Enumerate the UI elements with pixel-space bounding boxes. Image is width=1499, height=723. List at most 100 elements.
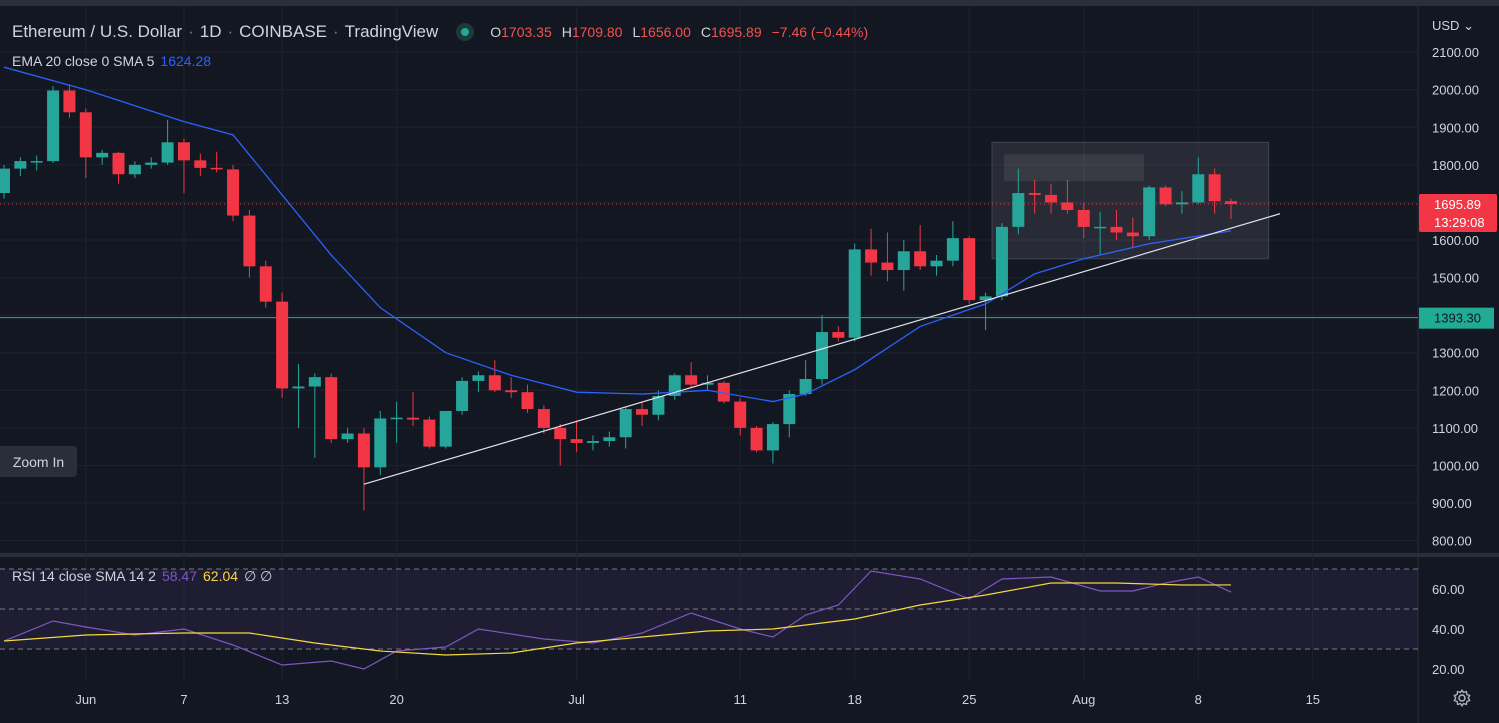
candle-body	[799, 379, 812, 395]
candle	[96, 149, 109, 165]
separator-dot: ·	[333, 22, 339, 41]
candle-body	[1175, 202, 1188, 205]
top-bar	[0, 0, 1499, 6]
candle	[423, 416, 436, 449]
time-tick-label: 18	[847, 692, 861, 707]
candle	[472, 371, 485, 393]
candle	[0, 164, 10, 199]
candle-body	[619, 409, 632, 438]
candle-body	[210, 167, 223, 170]
interval-label[interactable]: 1D	[199, 22, 222, 41]
candle-body	[930, 260, 943, 267]
candle-body	[881, 262, 894, 271]
candle	[881, 232, 894, 282]
time-tick-label: 7	[180, 692, 187, 707]
candle	[177, 138, 190, 194]
candle-body	[816, 332, 828, 380]
candle-body	[407, 417, 419, 420]
symbol-name[interactable]: Ethereum / U.S. Dollar	[12, 22, 183, 41]
candle-body	[717, 382, 730, 402]
rsi-legend[interactable]: RSI 14 close SMA 14 2 58.47 62.04 ∅ ∅	[12, 568, 272, 585]
currency-label: USD	[1432, 18, 1460, 33]
candle-body	[390, 417, 403, 420]
price-tick-label: 1000.00	[1432, 458, 1479, 473]
candle-body	[1126, 232, 1139, 237]
price-change: −7.46 (−0.44%)	[771, 24, 869, 40]
candle	[30, 155, 43, 171]
candle-body	[14, 161, 27, 169]
candle	[521, 384, 534, 413]
candle-body	[521, 392, 534, 410]
ema-value: 1624.28	[160, 53, 212, 69]
candle-body	[603, 437, 616, 442]
candle-body	[897, 251, 910, 271]
candle	[325, 373, 338, 443]
ema-legend[interactable]: EMA 20 close 0 SMA 5 1624.28	[12, 53, 211, 69]
candle-body	[259, 266, 272, 302]
ohlc-low-value: 1656.00	[640, 24, 691, 40]
candle-body	[79, 112, 92, 158]
candle-body	[685, 375, 698, 385]
candle-body	[832, 332, 845, 338]
candle-body	[554, 427, 567, 440]
candle	[554, 424, 567, 466]
candle	[734, 397, 747, 436]
candle	[1143, 185, 1156, 241]
ohlc-values: O1703.35 H1709.80 L1656.00 C1695.89 −7.4…	[490, 24, 868, 40]
candle	[259, 260, 272, 308]
price-tick-label: 800.00	[1432, 534, 1472, 549]
candle	[570, 420, 583, 453]
candle	[407, 392, 419, 426]
candle-body	[1028, 193, 1041, 195]
time-tick-label: 25	[962, 692, 976, 707]
range-box-label-area	[1003, 154, 1144, 182]
candle	[1225, 198, 1237, 219]
candle	[390, 401, 403, 443]
price-tick-label: 1800.00	[1432, 158, 1479, 173]
ema-label: EMA 20 close 0 SMA 5	[12, 53, 155, 69]
rsi-tick-label: 40.00	[1432, 622, 1465, 637]
time-tick-label: 13	[275, 692, 289, 707]
candle-body	[276, 301, 289, 389]
gear-icon[interactable]	[1452, 688, 1472, 708]
candle	[194, 153, 207, 177]
separator-dot: ·	[227, 22, 234, 41]
candle-body	[1208, 174, 1221, 202]
candle	[636, 401, 649, 426]
zoom-in-button[interactable]: Zoom In	[0, 446, 77, 477]
candle	[488, 360, 501, 393]
ohlc-open-key: O	[490, 24, 502, 40]
candle-body	[963, 238, 976, 301]
candle	[1045, 183, 1058, 214]
ohlc-close-key: C	[700, 24, 711, 40]
candle	[930, 255, 943, 276]
candle	[750, 425, 763, 453]
candle-body	[586, 441, 599, 443]
price-tick-label: 2100.00	[1432, 45, 1479, 60]
candle-body	[374, 418, 387, 468]
candle	[227, 164, 240, 222]
candle	[47, 85, 60, 163]
candle	[112, 151, 125, 184]
candle-body	[47, 90, 60, 162]
candle-body	[96, 152, 109, 158]
price-tick-label: 1100.00	[1432, 421, 1478, 436]
candle-body	[652, 395, 665, 415]
time-tick-label: 8	[1195, 692, 1202, 707]
candle	[603, 431, 616, 447]
candle	[963, 236, 976, 304]
candle	[292, 363, 305, 428]
rsi-ma-value: 62.04	[203, 568, 239, 584]
candle	[995, 223, 1008, 301]
candle	[505, 377, 518, 398]
candle-body	[0, 168, 10, 194]
ohlc-low: L1656.00	[632, 24, 690, 40]
currency-selector[interactable]: USD ⌄	[1432, 18, 1474, 34]
candle-body	[1192, 174, 1205, 203]
candle	[1175, 191, 1188, 214]
candle-body	[865, 249, 878, 263]
candle-body	[1012, 193, 1025, 227]
candle-body	[914, 251, 927, 267]
candle-body	[995, 226, 1008, 297]
